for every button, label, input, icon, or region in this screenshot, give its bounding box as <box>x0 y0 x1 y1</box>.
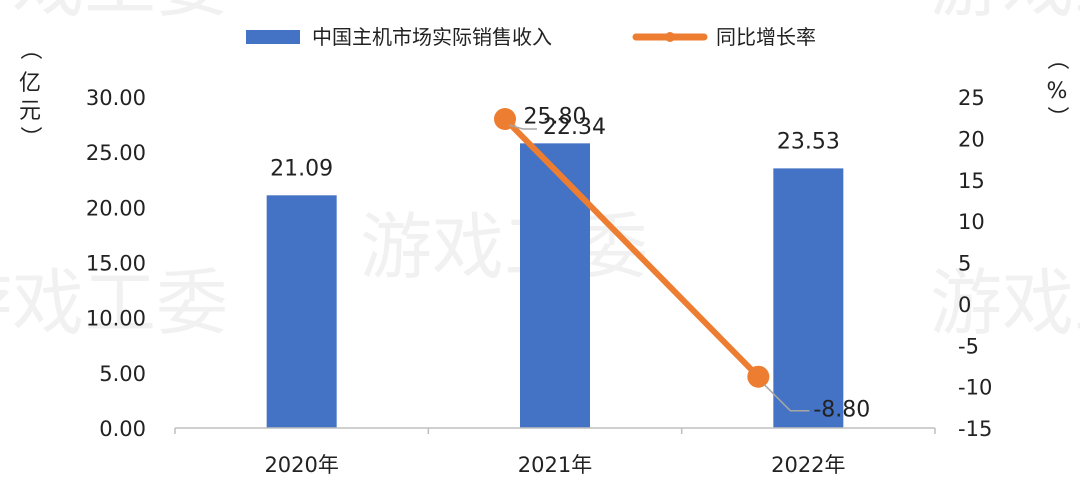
bar-series <box>266 143 844 428</box>
right-unit-char: （ <box>1044 48 1069 70</box>
x-tick-label: 2022年 <box>771 453 845 477</box>
bar-data-labels: 21.09 25.80 23.53 <box>270 104 840 181</box>
legend-bar-label: 中国主机市场实际销售收入 <box>312 25 552 49</box>
left-tick-label: 25.00 <box>86 141 146 165</box>
bar-value-label: 25.80 <box>524 104 587 129</box>
right-tick-label: -15 <box>958 417 992 441</box>
right-tick-label: 10 <box>958 210 985 234</box>
legend-line-marker <box>665 32 675 42</box>
left-unit-char: （ <box>17 38 42 60</box>
bar <box>266 195 337 428</box>
watermark-text: 游戏工委 <box>930 261 1080 345</box>
growth-line <box>502 116 762 380</box>
left-tick-label: 20.00 <box>86 196 146 220</box>
watermark-text: 游戏工委 <box>930 0 1080 27</box>
legend-line-label: 同比增长率 <box>716 25 816 49</box>
left-tick-label: 5.00 <box>99 362 146 386</box>
left-unit-char: 元 <box>19 99 41 124</box>
x-axis: 2020年 2021年 2022年 <box>174 427 936 477</box>
bar <box>520 143 590 428</box>
growth-point <box>747 365 770 388</box>
right-unit-char: ） <box>1044 106 1069 128</box>
left-unit-char: ） <box>17 126 42 148</box>
line-data-labels: 22.34 -8.80 <box>508 115 870 423</box>
right-tick-label: -10 <box>958 376 992 400</box>
line-series <box>494 108 770 388</box>
left-axis-ticks: 0.00 5.00 10.00 15.00 20.00 25.00 30.00 <box>86 86 146 441</box>
watermark-text: 游戏工委 <box>0 261 228 345</box>
left-axis-unit-label: （ 亿 元 ） <box>17 38 42 148</box>
bar-value-label: 23.53 <box>777 129 840 154</box>
right-unit-char: % <box>1047 79 1068 104</box>
x-tick-label: 2021年 <box>518 453 592 477</box>
label-leader-line <box>763 384 810 412</box>
watermark-text: 游戏工委 <box>0 0 228 27</box>
right-axis-unit-label: （ % ） <box>1044 48 1069 128</box>
x-tick-label: 2020年 <box>264 453 338 477</box>
right-tick-label: 5 <box>958 252 971 276</box>
right-tick-label: -5 <box>958 334 979 358</box>
bar <box>773 168 844 428</box>
right-tick-label: 20 <box>958 127 985 151</box>
left-tick-label: 15.00 <box>86 252 146 276</box>
right-tick-label: 25 <box>958 86 985 110</box>
left-tick-label: 0.00 <box>99 417 146 441</box>
right-tick-label: 15 <box>958 169 985 193</box>
left-unit-char: 亿 <box>19 71 41 96</box>
right-axis-ticks: -15 -10 -5 0 5 10 15 20 25 <box>958 86 992 441</box>
right-tick-label: 0 <box>958 293 971 317</box>
left-tick-label: 30.00 <box>86 86 146 110</box>
growth-point <box>494 108 516 131</box>
label-leader-line <box>508 124 537 130</box>
growth-value-label: 22.34 <box>543 115 606 140</box>
legend-bar-swatch <box>246 30 300 44</box>
growth-value-label: -8.80 <box>813 398 870 423</box>
bar-value-label: 21.09 <box>270 156 333 181</box>
left-tick-label: 10.00 <box>86 307 146 331</box>
chart-legend: 中国主机市场实际销售收入 同比增长率 <box>246 25 816 49</box>
